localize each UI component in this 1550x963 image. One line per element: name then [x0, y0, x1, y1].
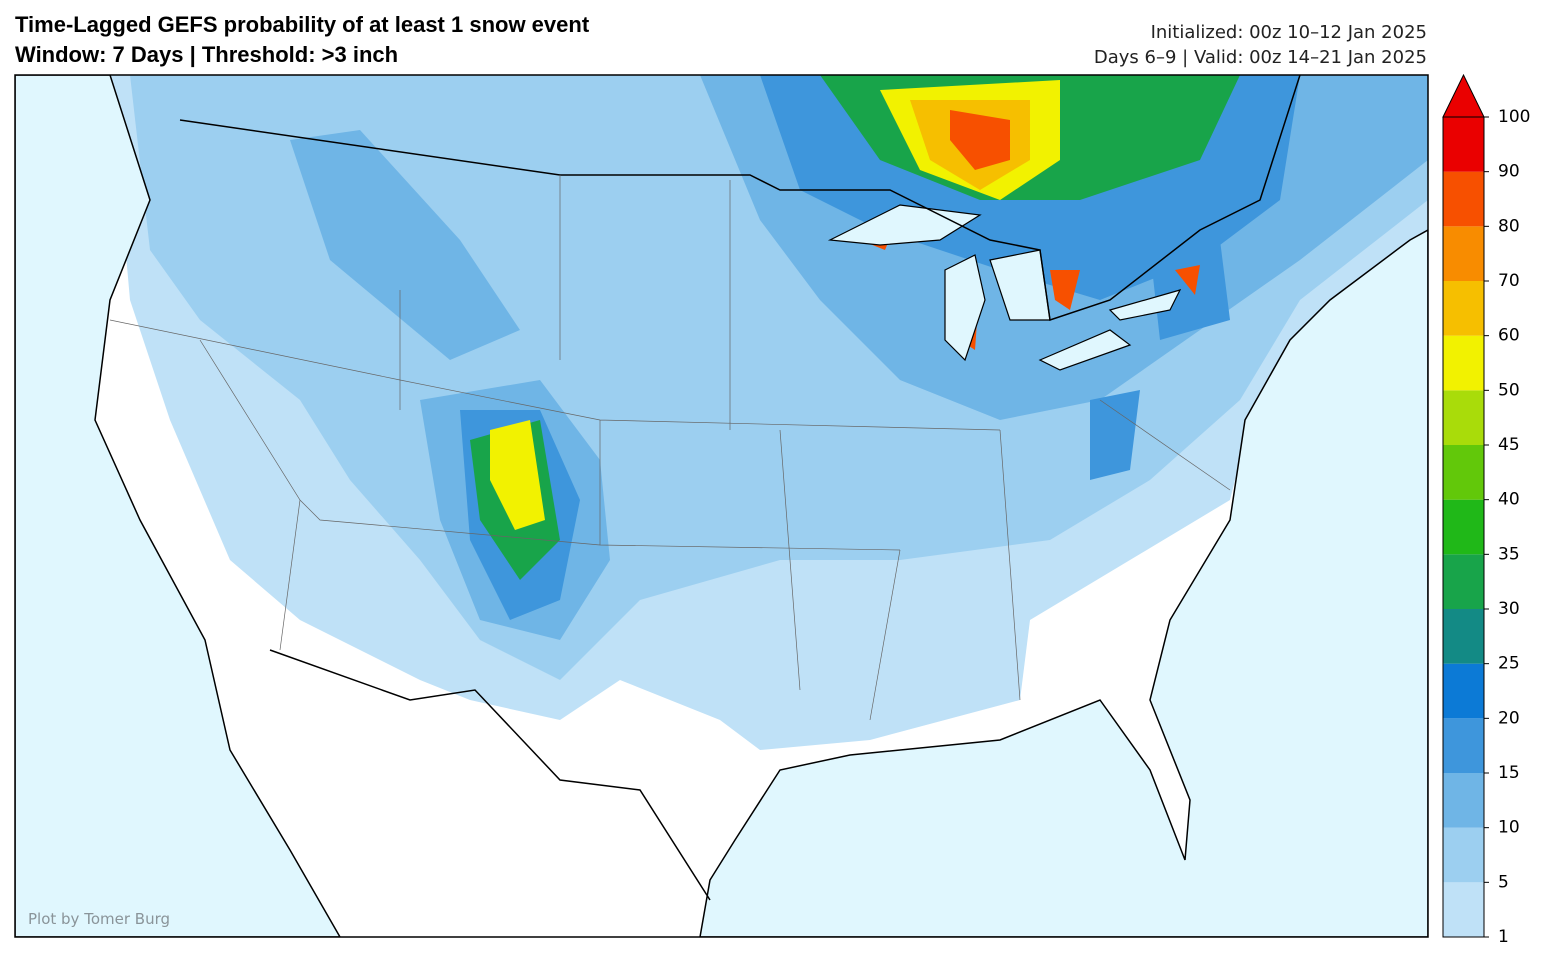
colorbar-segment	[1443, 226, 1484, 281]
colorbar-segment	[1443, 281, 1484, 336]
colorbar-label: 5	[1498, 872, 1509, 892]
colorbar-segment	[1443, 609, 1484, 664]
colorbar-segment	[1443, 882, 1484, 937]
colorbar-label: 30	[1498, 599, 1520, 619]
colorbar-segment	[1443, 335, 1484, 391]
ocean	[15, 75, 341, 937]
colorbar-segment	[1443, 827, 1484, 883]
colorbar-segment	[1443, 663, 1484, 719]
prob-shading	[470, 75, 1240, 580]
colorbar-label: 50	[1498, 380, 1520, 400]
colorbar-segment	[1443, 499, 1484, 555]
colorbar-segment	[1443, 171, 1484, 227]
colorbar-label: 1	[1498, 927, 1509, 947]
border	[179, 75, 1301, 901]
valid-label: Days 6–9 | Valid: 00z 14–21 Jan 2025	[1094, 47, 1427, 68]
colorbar-label: 80	[1498, 216, 1520, 236]
colorbar-label: 20	[1498, 708, 1520, 728]
colorbar-label: 90	[1498, 162, 1520, 182]
colorbar-segment	[1443, 117, 1484, 172]
ocean	[699, 229, 1428, 937]
colorbar-label: 15	[1498, 763, 1520, 783]
colorbar-label: 70	[1498, 271, 1520, 291]
colorbar-label: 60	[1498, 326, 1520, 346]
init-label: Initialized: 00z 10–12 Jan 2025	[1151, 22, 1427, 43]
colorbar-label: 45	[1498, 435, 1520, 455]
colorbar-segment	[1443, 554, 1484, 609]
colorbar-label: 10	[1498, 818, 1520, 838]
colorbar-label: 40	[1498, 490, 1520, 510]
colorbar-extend	[1442, 73, 1485, 118]
credit: Plot by Tomer Burg	[28, 910, 170, 928]
state-lines	[109, 175, 1231, 721]
colorbar-label: 25	[1498, 654, 1520, 674]
colorbar-segment	[1443, 390, 1484, 445]
colorbar-segment	[1443, 718, 1484, 773]
subtitle: Window: 7 Days | Threshold: >3 inch	[15, 42, 398, 67]
prob-shading	[460, 75, 1300, 620]
map: Plot by Tomer Burg	[14, 74, 1429, 938]
colorbar-label: 100	[1498, 107, 1530, 127]
colorbar-frame	[1442, 116, 1485, 938]
colorbar-segment	[1443, 773, 1484, 828]
map-frame	[14, 74, 1429, 938]
title: Time-Lagged GEFS probability of at least…	[15, 12, 590, 37]
colorbar-label: 35	[1498, 544, 1520, 564]
colorbar-segment	[1443, 445, 1484, 500]
